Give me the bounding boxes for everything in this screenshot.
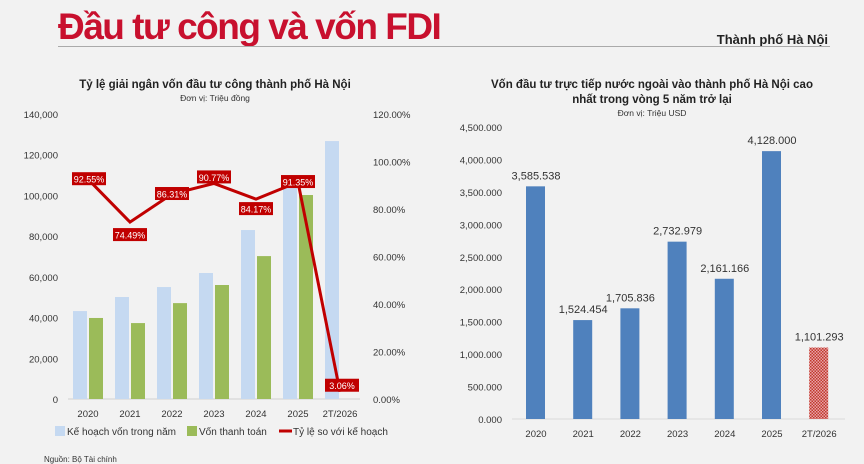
bar-paid xyxy=(131,323,145,399)
fdi-x-tick: 2020 xyxy=(525,429,546,440)
fdi-x-tick: 2022 xyxy=(620,429,641,440)
fdi-data-label: 1,524.454 xyxy=(559,304,608,316)
page-title: Đầu tư công và vốn FDI xyxy=(58,6,442,47)
ratio-label-bg xyxy=(155,187,189,201)
fdi-data-label: 1,705.836 xyxy=(606,292,655,304)
fdi-x-tick: 2021 xyxy=(573,429,594,440)
ratio-label-bg xyxy=(72,172,106,186)
fdi-y-tick: 4,000.000 xyxy=(460,155,502,166)
fdi-x-tick: 2024 xyxy=(714,429,735,440)
fdi-y-tick: 3,500.000 xyxy=(460,188,502,199)
fdi-bar xyxy=(667,241,687,419)
fdi-bar xyxy=(620,308,640,419)
x-tick: 2022 xyxy=(161,409,182,420)
x-tick: 2025 xyxy=(287,409,308,420)
bar-plan xyxy=(241,230,255,399)
fdi-y-tick: 500.000 xyxy=(468,383,502,394)
bar-plan xyxy=(283,187,297,399)
ratio-label: 86.31% xyxy=(157,190,188,200)
fdi-y-tick: 2,000.000 xyxy=(460,285,502,296)
left-y-tick: 40,000 xyxy=(29,314,58,325)
fdi-bar xyxy=(573,320,593,419)
fdi-y-tick: 2,500.000 xyxy=(460,253,502,264)
bar-plan xyxy=(115,297,129,399)
left-chart-unit: Đơn vị: Triệu đồng xyxy=(180,93,250,103)
x-tick: 2T/2026 xyxy=(323,409,358,420)
right-y-tick: 80.00% xyxy=(373,205,406,216)
fdi-x-tick: 2025 xyxy=(761,429,782,440)
left-y-tick: 20,000 xyxy=(29,354,58,365)
bar-paid xyxy=(173,303,187,399)
fdi-bar xyxy=(714,278,734,419)
legend-swatch-plan xyxy=(55,426,65,436)
bar-plan xyxy=(325,141,339,399)
left-y-tick: 100,000 xyxy=(24,191,58,202)
fdi-data-label: 2,732.979 xyxy=(653,226,702,238)
fdi-data-label: 3,585.538 xyxy=(512,170,561,182)
fdi-x-tick: 2023 xyxy=(667,429,688,440)
ratio-label-bg xyxy=(239,202,273,216)
header-divider xyxy=(58,46,830,47)
legend-swatch-paid xyxy=(187,426,197,436)
ratio-label: 84.17% xyxy=(241,205,272,215)
bar-plan xyxy=(157,287,171,399)
fdi-y-tick: 1,000.000 xyxy=(460,350,502,361)
fdi-y-tick: 3,000.000 xyxy=(460,220,502,231)
ratio-label: 91.35% xyxy=(283,178,314,188)
bar-paid xyxy=(257,256,271,399)
legend-paid: Vốn thanh toán xyxy=(199,426,267,438)
left-y-tick: 80,000 xyxy=(29,232,58,243)
left-y-tick: 120,000 xyxy=(24,151,58,162)
fdi-bar xyxy=(809,347,829,419)
fdi-bar xyxy=(526,186,545,419)
x-tick: 2024 xyxy=(245,409,266,420)
fdi-x-tick: 2T/2026 xyxy=(802,429,837,440)
ratio-label: 92.55% xyxy=(74,175,105,185)
left-chart-title: Tỷ lệ giải ngân vốn đầu tư công thành ph… xyxy=(79,79,351,91)
bar-paid xyxy=(215,285,229,399)
ratio-label: 74.49% xyxy=(115,231,146,241)
page-subtitle: Thành phố Hà Nội xyxy=(716,32,828,47)
right-y-tick: 20.00% xyxy=(373,348,406,359)
right-y-tick: 40.00% xyxy=(373,300,406,311)
bar-plan xyxy=(73,311,87,399)
right-chart-unit: Đơn vị: Triệu USD xyxy=(618,108,687,118)
bar-paid xyxy=(89,317,103,399)
legend-ratio: Tỷ lệ so với kế hoạch xyxy=(293,426,388,438)
ratio-label: 90.77% xyxy=(199,173,230,183)
right-y-tick: 120.00% xyxy=(373,110,411,121)
fdi-data-label: 1,101.293 xyxy=(795,332,844,344)
right-y-tick: 60.00% xyxy=(373,253,406,264)
left-y-tick: 140,000 xyxy=(24,110,58,121)
left-y-tick: 60,000 xyxy=(29,273,58,284)
bar-plan xyxy=(199,272,213,399)
ratio-label-bg xyxy=(197,170,231,184)
fdi-data-label: 2,161.166 xyxy=(700,263,749,275)
legend-plan: Kế hoạch vốn trong năm xyxy=(67,426,176,438)
fdi-y-tick: 1,500.000 xyxy=(460,318,502,329)
fdi-data-label: 4,128.000 xyxy=(748,135,797,147)
fdi-bar xyxy=(762,151,781,419)
fdi-y-tick: 0.000 xyxy=(478,415,502,426)
ratio-label-bg xyxy=(325,378,359,392)
right-y-tick: 100.00% xyxy=(373,158,411,169)
source-note: Nguồn: Bộ Tài chính xyxy=(44,455,117,464)
ratio-label-bg xyxy=(113,228,147,242)
ratio-label-bg xyxy=(281,175,315,189)
right-y-tick: 0.00% xyxy=(373,395,400,406)
x-tick: 2020 xyxy=(77,409,98,420)
x-tick: 2021 xyxy=(119,409,140,420)
right-chart-title-line1: Vốn đầu tư trực tiếp nước ngoài vào thàn… xyxy=(491,79,813,91)
left-y-tick: 0 xyxy=(53,395,58,406)
fdi-y-tick: 4,500.000 xyxy=(460,123,502,134)
x-tick: 2023 xyxy=(203,409,224,420)
ratio-label: 3.06% xyxy=(329,381,355,391)
right-chart-title-line2: nhất trong vòng 5 năm trở lại xyxy=(572,94,732,106)
